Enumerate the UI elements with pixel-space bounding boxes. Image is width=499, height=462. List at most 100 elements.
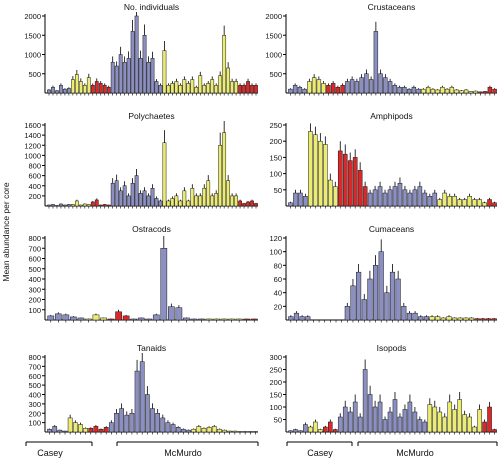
bar <box>174 195 179 207</box>
chart-panel: Crustaceans 500 1000 1500 2000 <box>265 2 497 96</box>
y-tick-label: 400 <box>28 275 41 284</box>
bar <box>429 316 435 321</box>
bar <box>472 426 477 433</box>
bar <box>124 414 130 433</box>
bar <box>326 85 331 94</box>
bar <box>98 204 103 207</box>
bar <box>313 134 318 207</box>
y-tick-label: 100 <box>269 403 282 412</box>
bar <box>110 61 115 94</box>
bar <box>447 196 453 207</box>
bar <box>402 409 408 433</box>
bar <box>206 83 211 94</box>
site-label-casey-left: Casey <box>37 448 63 458</box>
bar <box>243 318 251 321</box>
bar <box>67 204 71 207</box>
bar <box>160 417 166 433</box>
y-tick-label: 600 <box>28 172 41 181</box>
bar <box>422 192 428 207</box>
bar <box>234 195 238 207</box>
bar <box>70 204 75 207</box>
bar <box>214 193 219 207</box>
bar <box>437 199 443 207</box>
bar <box>352 401 358 433</box>
bar <box>198 195 203 207</box>
bar <box>201 428 207 433</box>
bar <box>457 399 462 433</box>
panel-title: Isopods <box>377 343 407 353</box>
y-tick-label: 500 <box>28 381 41 390</box>
chart-panel: Isopods 50 100 150 200 250 300 <box>269 343 497 435</box>
bar <box>392 85 398 94</box>
bar <box>55 205 59 207</box>
bar <box>170 83 175 94</box>
bar <box>139 361 145 433</box>
bar <box>373 31 379 94</box>
bar <box>337 416 343 433</box>
bar <box>86 204 91 207</box>
bar <box>162 142 167 207</box>
bar <box>362 186 368 207</box>
bar <box>234 81 238 94</box>
bar <box>238 85 242 94</box>
bar <box>144 394 150 433</box>
bar <box>114 180 119 207</box>
bar <box>54 313 62 321</box>
bar <box>126 195 131 207</box>
bar <box>107 318 115 321</box>
bar <box>387 411 393 433</box>
bar <box>372 265 379 321</box>
bar <box>142 190 147 207</box>
bar <box>222 132 227 207</box>
bar <box>288 316 294 321</box>
y-tick-label: 100 <box>269 170 282 179</box>
bar <box>397 416 403 433</box>
bar <box>482 202 487 207</box>
bar <box>178 85 183 94</box>
bar <box>186 429 191 433</box>
bar <box>90 85 95 94</box>
bar <box>98 83 103 94</box>
bar <box>175 307 183 321</box>
bar <box>298 430 303 433</box>
bar <box>202 188 207 207</box>
bar <box>288 88 293 94</box>
bar <box>191 428 197 433</box>
bar <box>418 316 424 321</box>
y-tick-label: 50 <box>274 416 282 425</box>
bar <box>305 316 311 321</box>
y-tick-label: 2000 <box>265 12 282 21</box>
bar <box>412 411 418 433</box>
bar <box>384 292 390 321</box>
bar <box>137 317 145 321</box>
bar <box>182 79 187 94</box>
bar <box>321 83 326 94</box>
y-tick-label: 1500 <box>265 31 282 40</box>
bar <box>77 317 85 321</box>
bar <box>82 203 87 207</box>
bar <box>174 81 179 94</box>
bar <box>122 185 127 207</box>
bar <box>444 88 450 94</box>
y-tick-label: 60 <box>274 275 282 284</box>
y-tick-label: 800 <box>28 234 41 243</box>
bar <box>421 88 426 94</box>
panels: No. individuals500100015002000Crustacean… <box>24 2 497 435</box>
y-tick-label: 200 <box>28 409 41 418</box>
y-tick-label: 700 <box>28 362 41 371</box>
bar <box>134 15 139 94</box>
bar <box>340 85 345 94</box>
bar <box>342 406 348 433</box>
bar <box>59 203 63 207</box>
bar <box>119 408 124 433</box>
bar <box>288 430 293 433</box>
bar <box>447 401 453 433</box>
bar <box>232 430 238 433</box>
bar <box>114 65 119 94</box>
bar <box>492 202 497 207</box>
y-tick-label: 200 <box>28 296 41 305</box>
bar <box>328 421 333 433</box>
bar <box>100 317 107 321</box>
bar <box>487 406 492 433</box>
